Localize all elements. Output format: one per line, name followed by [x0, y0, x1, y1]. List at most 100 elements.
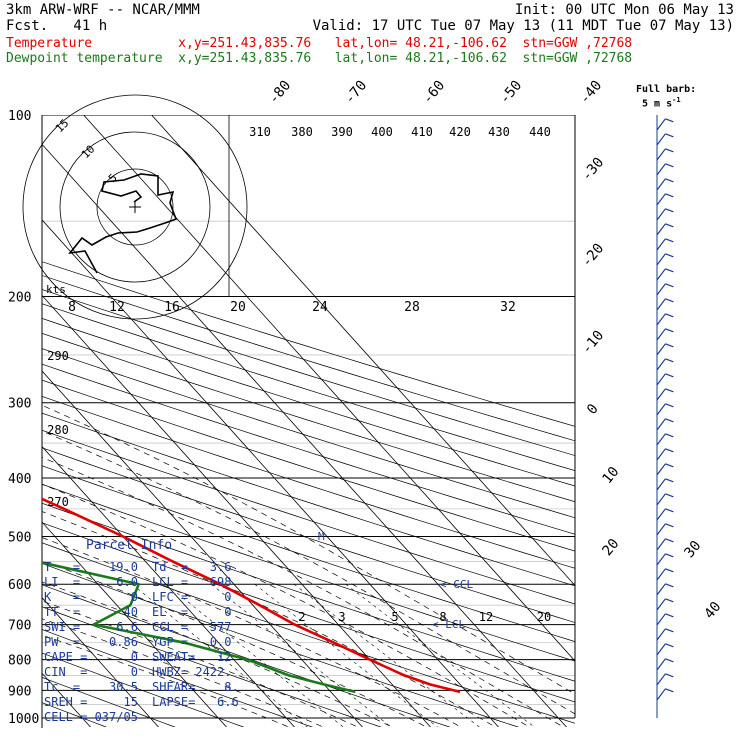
- wind-barb: [665, 313, 674, 318]
- hodograph-trace: [68, 173, 178, 274]
- wind-barb: [665, 478, 674, 483]
- wind-barb: [665, 388, 674, 393]
- pressure-label: 600: [8, 578, 31, 593]
- lcl-marker: < LCL: [432, 618, 465, 631]
- isotherm: [42, 597, 159, 727]
- moist-adiabat: [42, 560, 428, 727]
- moist-adiabat: [42, 404, 575, 695]
- wind-barb: [656, 298, 666, 311]
- wind-barb: [665, 658, 674, 663]
- theta-label: 310: [249, 125, 271, 139]
- wind-barb: [665, 358, 674, 363]
- parcel-field: LI = 6.0: [44, 575, 138, 589]
- parcel-field: CIN = 0: [44, 665, 138, 679]
- wind-barb: [656, 403, 666, 416]
- mixing-ratio-line: [254, 583, 438, 727]
- parcel-info-row: SREH = 15 LAPSE= 6.6: [44, 695, 239, 710]
- wind-barb: [656, 493, 666, 506]
- dry-adiabat: [42, 348, 575, 519]
- wind-barb: [665, 268, 674, 273]
- parcel-field: K = 0: [44, 590, 138, 604]
- mixing-ratio-line: [345, 583, 535, 727]
- theta-label: 280: [47, 423, 69, 437]
- parcel-info-row: TT = 40 EL = 0: [44, 605, 234, 620]
- wind-barb: [665, 403, 674, 408]
- wind-barb: [665, 148, 674, 153]
- barb-key-title: Full barb:: [636, 84, 697, 95]
- wind-barb: [656, 373, 666, 386]
- hodo-ring: [22, 94, 248, 320]
- hodo-ring-label: 10: [79, 143, 98, 162]
- wind-barb: [665, 163, 674, 168]
- parcel-info-row: CIN = 0 HWBZ= 2422.: [44, 665, 234, 680]
- isotherm-label: -50: [497, 78, 526, 108]
- wind-barb: [656, 193, 666, 206]
- wind-barb: [656, 238, 666, 251]
- hodo-speed-label: 12: [109, 300, 125, 315]
- parcel-field: EL = 0: [152, 605, 232, 619]
- theta-label: 270: [47, 495, 69, 509]
- wind-barb: [665, 448, 674, 453]
- dry-adiabat: [42, 318, 575, 487]
- theta-label: 290: [47, 349, 69, 363]
- wind-barb: [656, 433, 666, 446]
- parcel-field: PW = 0.86: [44, 635, 138, 649]
- hodo-kts-label: kts: [46, 283, 66, 296]
- theta-label: 410: [411, 125, 433, 139]
- mixing-ratio-label: 8: [439, 610, 446, 624]
- hodo-ring: [59, 131, 211, 283]
- wind-barb: [656, 598, 666, 611]
- wind-barb: [665, 568, 674, 573]
- wind-barb: [656, 133, 666, 146]
- dry-adiabat: [42, 429, 575, 605]
- isotherm: [42, 370, 363, 727]
- dry-adiabat: [42, 629, 314, 727]
- pressure-label: 1000: [8, 712, 39, 727]
- dry-adiabat: [42, 447, 575, 623]
- moist-adiabat: [42, 634, 290, 727]
- wind-barb: [656, 328, 666, 341]
- wind-barb: [665, 283, 674, 288]
- theta-label: 390: [331, 125, 353, 139]
- parcel-info-row: PW = 0.86 YGP = 0.0: [44, 635, 234, 650]
- parcel-field: LCL = 698: [152, 575, 232, 589]
- hodo-ring: [96, 168, 174, 246]
- wind-barb: [656, 658, 666, 671]
- theta-label: 400: [371, 125, 393, 139]
- pressure-label: 300: [8, 397, 31, 412]
- isotherm-label: -80: [266, 78, 295, 108]
- isotherm: [42, 143, 567, 727]
- isotherm-label: 30: [681, 538, 704, 561]
- dry-adiabat: [42, 522, 575, 703]
- wind-barb: [665, 508, 674, 513]
- model-title: 3km ARW-WRF -- NCAR/MMM: [6, 2, 200, 18]
- dry-adiabat: [42, 676, 176, 727]
- hodo-ring-label: 15: [53, 117, 72, 136]
- parcel-info-title: Parcel Info: [86, 538, 173, 553]
- parcel-info-row: CAPE = 0 SWEAT= 12: [44, 650, 234, 665]
- isotherm-label: 20: [599, 536, 622, 559]
- wind-barb: [665, 523, 674, 528]
- pressure-label: 200: [8, 291, 31, 306]
- wind-barb: [656, 568, 666, 581]
- wind-barb: [656, 583, 666, 596]
- mixing-ratio-label: 20: [537, 610, 551, 624]
- parcel-info-rows: T = 19.0 Td = 3.6 LI = 6.0 LCL = 698 K = 0 LF…: [44, 560, 239, 725]
- dewpoint-profile: [42, 561, 356, 694]
- wind-barb: [656, 478, 666, 491]
- parcel-field: TT = 40: [44, 605, 138, 619]
- parcel-field: Tc = 30.5: [44, 680, 138, 694]
- isotherm: [0, 115, 26, 731]
- isotherm-label: -40: [577, 78, 606, 108]
- theta-label: 380: [291, 125, 313, 139]
- wind-barb: [656, 283, 666, 296]
- wind-barb: [656, 508, 666, 521]
- isotherm-label: 40: [701, 599, 724, 622]
- mixing-ratio-label: 12: [479, 610, 493, 624]
- dry-adiabat: [42, 261, 575, 427]
- pressure-label: 800: [8, 654, 31, 669]
- mixing-ratio-label: 5: [391, 610, 398, 624]
- wind-barb: [665, 373, 674, 378]
- barb-key-value: 5 m s-1: [642, 96, 681, 110]
- wind-barb: [665, 583, 674, 588]
